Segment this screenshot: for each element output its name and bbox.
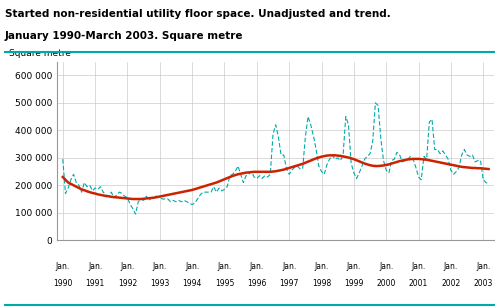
Text: 1991: 1991 [85, 279, 105, 288]
Text: 1992: 1992 [118, 279, 137, 288]
Text: 1993: 1993 [150, 279, 170, 288]
Text: 2000: 2000 [377, 279, 396, 288]
Text: Jan.: Jan. [185, 262, 199, 271]
Text: Jan.: Jan. [153, 262, 167, 271]
Text: Jan.: Jan. [88, 262, 102, 271]
Text: 2001: 2001 [409, 279, 428, 288]
Text: 1990: 1990 [53, 279, 72, 288]
Text: Jan.: Jan. [347, 262, 361, 271]
Text: Jan.: Jan. [476, 262, 491, 271]
Text: 1999: 1999 [344, 279, 364, 288]
Text: 1994: 1994 [183, 279, 202, 288]
Text: 2002: 2002 [441, 279, 461, 288]
Text: 2003: 2003 [474, 279, 493, 288]
Text: Jan.: Jan. [218, 262, 232, 271]
Text: 1995: 1995 [215, 279, 234, 288]
Text: Jan.: Jan. [314, 262, 329, 271]
Text: Square metre: Square metre [9, 49, 71, 58]
Text: January 1990-March 2003. Square metre: January 1990-March 2003. Square metre [5, 31, 244, 41]
Text: Jan.: Jan. [444, 262, 458, 271]
Text: 1998: 1998 [312, 279, 331, 288]
Text: Started non-residential utility floor space. Unadjusted and trend.: Started non-residential utility floor sp… [5, 9, 391, 19]
Text: Jan.: Jan. [56, 262, 70, 271]
Text: Jan.: Jan. [411, 262, 426, 271]
Text: Jan.: Jan. [250, 262, 264, 271]
Text: 1996: 1996 [247, 279, 266, 288]
Text: Jan.: Jan. [282, 262, 296, 271]
Text: 1997: 1997 [279, 279, 299, 288]
Text: Jan.: Jan. [379, 262, 393, 271]
Text: Jan.: Jan. [120, 262, 135, 271]
